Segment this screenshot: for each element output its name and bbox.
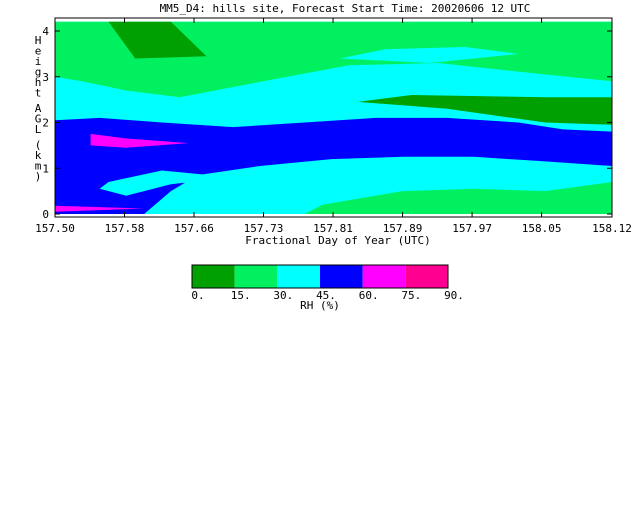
x-tick-label: 157.81: [313, 222, 353, 235]
colorbar-swatch: [277, 265, 320, 288]
contour-region-60-75: [90, 133, 189, 148]
y-axis-label-char: H: [35, 34, 42, 47]
colorbar-level-label: 0.: [191, 289, 204, 302]
x-tick-label: 158.12: [592, 222, 632, 235]
colorbar-level-label: 75.: [401, 289, 421, 302]
contour-region-15-30: [304, 182, 612, 214]
x-axis-label: Fractional Day of Year (UTC): [245, 234, 430, 247]
y-axis-label-char: e: [35, 45, 42, 58]
contour-region-15-30: [55, 21, 612, 98]
y-axis-label-char: ): [35, 170, 42, 183]
colorbar-level-label: 15.: [231, 289, 251, 302]
contour-region-45-60: [55, 117, 612, 214]
colorbar-label: RH (%): [300, 299, 340, 312]
x-tick-label: 157.89: [383, 222, 423, 235]
contour-regions: [55, 21, 612, 214]
contour-region-0-15: [108, 21, 207, 59]
y-tick-label: 1: [42, 162, 49, 175]
y-axis-label-char: (: [35, 139, 42, 152]
contour-region-30-45: [99, 170, 234, 196]
chart-title: MM5_D4: hills site, Forecast Start Time:…: [160, 2, 531, 15]
contour-region-60-75: [55, 205, 145, 212]
colorbar-level-label: 30.: [273, 289, 293, 302]
y-tick-label: 3: [42, 71, 49, 84]
y-tick-label: 4: [42, 25, 49, 38]
y-tick-label: 0: [42, 208, 49, 221]
y-axis-label-char: h: [35, 76, 42, 89]
x-tick-label: 157.66: [174, 222, 214, 235]
colorbar-swatch: [320, 265, 363, 288]
y-axis-label-char: L: [35, 123, 42, 136]
y-axis-label-char: A: [35, 102, 42, 115]
contour-region-30-45: [340, 47, 519, 63]
y-axis-label-char: g: [35, 66, 42, 79]
y-axis-label-char: t: [35, 87, 42, 100]
x-tick-label: 157.97: [452, 222, 492, 235]
colorbar: 0. 15. 30. 45. 60. 75. 90.: [191, 264, 464, 302]
y-tick-label: 2: [42, 117, 49, 130]
y-axis-label-char: G: [35, 113, 42, 126]
y-axis-label-char: m: [35, 160, 42, 173]
colorbar-swatch: [234, 265, 278, 288]
y-axis: 0 1 2 3 4: [42, 25, 612, 221]
colorbar-level-label: 90.: [444, 289, 464, 302]
x-tick-label: 158.05: [522, 222, 562, 235]
x-tick-label: 157.50: [35, 222, 75, 235]
x-tick-label: 157.73: [244, 222, 284, 235]
colorbar-frame: [191, 264, 449, 289]
y-axis-label-char: k: [35, 149, 42, 162]
colorbar-level-label: 45.: [316, 289, 336, 302]
contour-region-0-15: [358, 95, 612, 125]
y-axis-label-char: i: [35, 55, 42, 68]
colorbar-level-label: 60.: [359, 289, 379, 302]
colorbar-swatch: [192, 265, 235, 288]
x-axis: 157.50 157.58 157.66 157.73 157.81 157.89 157.…: [35, 18, 632, 235]
colorbar-swatch: [405, 265, 448, 288]
x-tick-label: 157.58: [105, 222, 145, 235]
colorbar-swatch: [362, 265, 406, 288]
